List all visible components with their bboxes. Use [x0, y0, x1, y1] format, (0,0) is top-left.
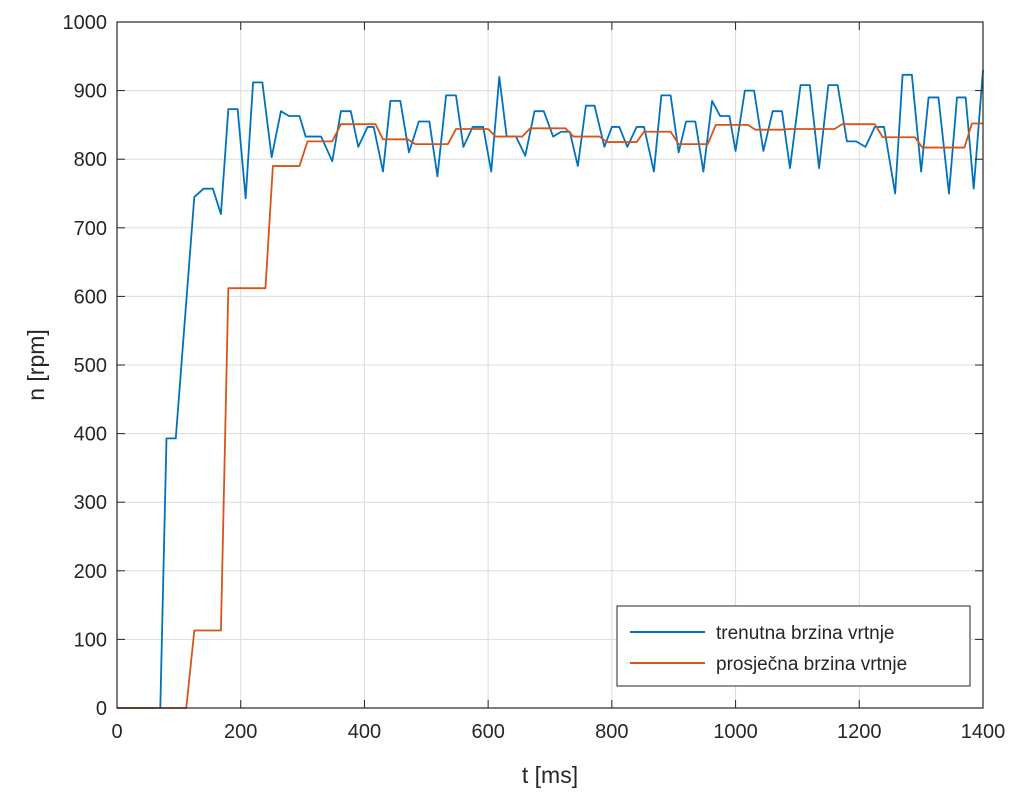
- y-tick-label: 100: [74, 629, 107, 651]
- series-line-1: [117, 122, 983, 709]
- legend-box: [616, 605, 971, 687]
- x-tick-label: 1400: [961, 721, 1006, 743]
- y-tick-label: 700: [74, 218, 107, 240]
- legend-label-trenutna: trenutna brzina vrtnje: [716, 623, 895, 644]
- y-tick-label: 200: [74, 561, 107, 583]
- y-axis-label: n [rpm]: [23, 329, 49, 401]
- x-tick-label: 200: [224, 721, 257, 743]
- y-tick-label: 600: [74, 286, 107, 308]
- x-tick-label: 400: [348, 721, 381, 743]
- grid-lines: [117, 22, 983, 708]
- axis-ticks: 0 200 400 600 800 1000 1200 1400 0 100 200 300 400 50…: [63, 12, 1006, 743]
- y-tick-label: 300: [74, 492, 107, 514]
- series-line-0: [117, 69, 984, 709]
- x-tick-label: 1200: [837, 721, 882, 743]
- x-tick-label: 800: [595, 721, 628, 743]
- legend: trenutna brzina vrtnje prosječna brzina …: [616, 605, 971, 687]
- y-tick-label: 1000: [63, 12, 108, 34]
- y-tick-label: 400: [74, 424, 107, 446]
- x-tick-label: 0: [111, 721, 122, 743]
- y-tick-label: 800: [74, 149, 107, 171]
- y-tick-label: 500: [74, 355, 107, 377]
- x-tick-label: 1000: [713, 721, 758, 743]
- x-axis-label: t [ms]: [522, 762, 578, 788]
- series-layer: [117, 69, 984, 709]
- x-tick-label: 600: [471, 721, 504, 743]
- y-tick-label: 0: [96, 698, 107, 720]
- legend-label-prosjecna: prosječna brzina vrtnje: [716, 654, 907, 675]
- y-tick-label: 900: [74, 81, 107, 103]
